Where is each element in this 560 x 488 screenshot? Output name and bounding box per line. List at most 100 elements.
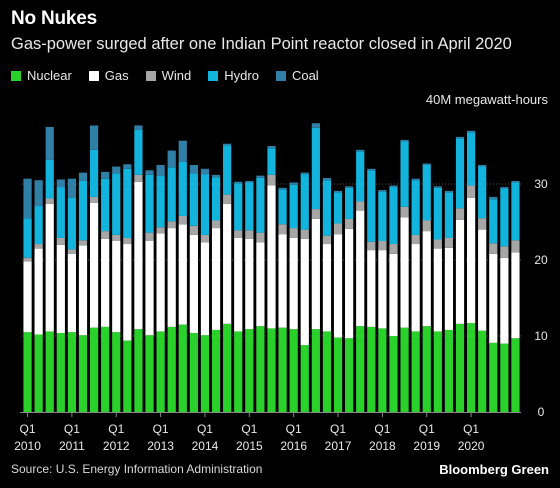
bar-segment-nuclear [189, 332, 198, 412]
x-tick-year-label: 2019 [413, 439, 440, 453]
source-note: Source: U.S. Energy Information Administ… [11, 462, 263, 476]
bar-segment-nuclear [444, 329, 454, 412]
bar-segment-nuclear [178, 324, 187, 412]
bar-segment-hydro [300, 174, 309, 230]
bar-segment-hydro [411, 180, 420, 235]
bar-segment-coal [278, 187, 287, 190]
bar-segment-gas [333, 234, 343, 338]
bar-segment-hydro [156, 175, 165, 228]
bar-segment-hydro [322, 180, 332, 236]
bar-segment-coal [400, 139, 409, 142]
bar-segment-coal [311, 123, 320, 128]
bar-segment-wind [511, 240, 520, 253]
bar-segment-wind [345, 218, 354, 229]
bar-segment-wind [267, 174, 276, 186]
bar-segment-wind [145, 232, 154, 241]
bar-segment-wind [333, 223, 343, 235]
bar-segment-wind [422, 220, 431, 232]
bar-segment-coal [245, 180, 254, 183]
bar-segment-coal [134, 125, 143, 131]
bar-segment-nuclear [167, 326, 176, 412]
bar-segment-hydro [134, 130, 143, 175]
x-tick-year-label: 2010 [14, 439, 41, 453]
bar-segment-nuclear [278, 327, 287, 412]
bar-segment-gas [455, 219, 465, 324]
legend-swatch-coal [275, 70, 286, 81]
bar-segment-hydro [378, 191, 387, 241]
bar-segment-gas [234, 237, 243, 332]
bar-segment-nuclear [345, 338, 354, 412]
bar-segment-nuclear [433, 331, 442, 412]
bar-segment-coal [123, 164, 132, 169]
bar-segment-gas [56, 244, 65, 333]
bar-segment-gas [433, 248, 442, 332]
bar-segment-coal [422, 163, 431, 165]
bar-segment-coal [178, 140, 187, 162]
y-tick-label: 20 [534, 253, 548, 267]
bar-segment-gas [311, 218, 320, 330]
bar-segment-gas [289, 237, 298, 330]
x-tick-quarter-label: Q1 [197, 422, 213, 436]
bar-segment-wind [34, 244, 43, 249]
bar-segment-nuclear [422, 326, 431, 412]
bar-segment-wind [433, 239, 442, 249]
bar-segment-nuclear [267, 328, 276, 412]
bar-segment-nuclear [56, 332, 65, 412]
bar-segment-hydro [167, 167, 176, 222]
bar-segment-coal [511, 180, 520, 183]
bar-segment-coal [367, 168, 376, 171]
bar-segment-gas [145, 241, 154, 336]
x-tick-quarter-label: Q1 [241, 422, 257, 436]
bar-segment-gas [45, 203, 54, 332]
bar-segment-hydro [245, 182, 254, 231]
y-tick-label: 30 [534, 177, 548, 191]
bar-segment-coal [200, 168, 210, 175]
bar-segment-coal [345, 186, 354, 188]
legend-label-gas: Gas [104, 68, 129, 83]
bar-segment-wind [378, 241, 387, 251]
chart-subtitle: Gas-power surged after one Indian Point … [11, 35, 512, 53]
bar-segment-hydro [45, 159, 54, 199]
bar-segment-coal [189, 165, 198, 174]
bar-segment-gas [78, 245, 88, 336]
legend: Nuclear Gas Wind Hydro Coal [11, 68, 336, 83]
bar-segment-coal [333, 190, 343, 193]
bar-segment-nuclear [411, 331, 420, 412]
bar-segment-gas [200, 242, 210, 336]
bar-segment-gas [367, 250, 376, 327]
bar-segment-gas [400, 217, 409, 328]
bar-segment-coal [500, 187, 509, 189]
x-tick-quarter-label: Q1 [463, 422, 479, 436]
bar-segment-wind [156, 227, 165, 234]
bar-segment-gas [411, 244, 420, 332]
bar-segment-coal [145, 170, 154, 175]
bar-segment-coal [489, 196, 498, 200]
bar-segment-nuclear [367, 326, 376, 412]
bar-segment-wind [289, 228, 298, 238]
legend-label-coal: Coal [291, 68, 319, 83]
bar-segment-hydro [223, 145, 232, 195]
x-tick-quarter-label: Q1 [108, 422, 124, 436]
bar-segment-hydro [78, 180, 88, 241]
bar-segment-gas [378, 250, 387, 329]
bar-segment-gas [256, 242, 265, 327]
bar-segment-wind [478, 218, 487, 230]
bar-segment-coal [378, 190, 387, 192]
legend-swatch-hydro [208, 70, 219, 81]
bar-segment-coal [300, 172, 309, 175]
y-tick-label: 10 [534, 329, 548, 343]
bar-segment-wind [211, 220, 221, 229]
bar-segment-gas [156, 233, 165, 332]
legend-label-nuclear: Nuclear [27, 68, 72, 83]
bar-segment-hydro [489, 199, 498, 244]
bar-segment-coal [322, 177, 332, 181]
bar-segment-nuclear [256, 326, 265, 412]
bar-segment-coal [356, 149, 365, 152]
bar-segment-gas [34, 248, 43, 335]
bar-segment-nuclear [378, 328, 387, 412]
bar-segment-wind [322, 235, 332, 245]
bar-segment-coal [478, 165, 487, 167]
bar-segment-gas [67, 253, 77, 333]
bar-segment-gas [389, 253, 398, 336]
bar-segment-coal [289, 182, 298, 185]
